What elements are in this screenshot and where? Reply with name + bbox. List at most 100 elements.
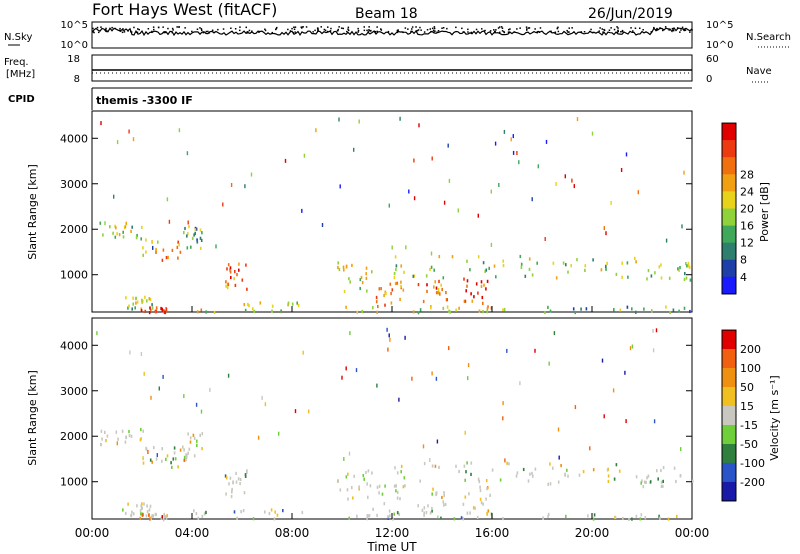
range-cell — [417, 311, 420, 315]
range-cell — [564, 174, 566, 179]
nsearch-dot — [620, 31, 622, 33]
range-cell — [566, 468, 568, 472]
range-cell — [115, 226, 117, 230]
range-cell — [143, 502, 145, 506]
nsearch-dot — [630, 27, 632, 29]
range-cell — [187, 451, 189, 455]
range-cell — [645, 480, 647, 484]
colorbar-segment — [722, 157, 736, 175]
range-cell — [576, 258, 578, 262]
nsearch-dot — [446, 27, 448, 30]
power-y-label: Slant Range [km] — [26, 164, 39, 260]
range-cell — [483, 283, 485, 287]
range-cell — [516, 471, 519, 475]
range-cell — [431, 156, 433, 161]
range-cell — [101, 437, 103, 441]
range-cell — [147, 450, 149, 454]
range-cell — [100, 429, 103, 433]
nsearch-dot — [312, 31, 314, 33]
nsearch-dot — [201, 29, 203, 31]
nsearch-dot — [680, 29, 682, 31]
nsearch-dot — [191, 30, 193, 33]
range-cell — [462, 502, 465, 506]
freq-unit: [MHz] — [6, 69, 35, 80]
range-cell — [233, 277, 235, 281]
nsearch-dot — [592, 31, 594, 34]
range-cell — [684, 272, 686, 276]
nsearch-dot — [106, 30, 108, 32]
range-cell — [437, 515, 439, 519]
range-cell — [433, 268, 435, 272]
range-cell — [140, 309, 143, 313]
colorbar-segment — [722, 174, 736, 192]
range-cell — [141, 502, 143, 506]
range-cell — [99, 221, 102, 225]
range-cell — [228, 482, 230, 486]
range-cell — [346, 488, 349, 492]
range-cell — [681, 224, 683, 229]
range-cell — [440, 516, 442, 520]
range-cell — [490, 242, 493, 247]
nsearch-dot — [176, 26, 178, 28]
range-cell — [466, 461, 468, 465]
range-cell — [642, 485, 645, 489]
range-cell — [226, 267, 228, 271]
range-cell — [413, 274, 416, 278]
nsearch-dot — [676, 27, 679, 29]
range-cell — [408, 189, 410, 194]
range-cell — [552, 261, 555, 265]
range-cell — [524, 274, 527, 278]
nsearch-dot — [92, 31, 94, 33]
colorbar-tick-label: 24 — [740, 185, 754, 198]
range-cell — [185, 455, 188, 460]
range-cell — [387, 515, 389, 519]
range-cell — [683, 277, 686, 281]
y-tick-label: 1000 — [60, 269, 88, 282]
range-cell — [482, 261, 485, 265]
y-tick-label: 3000 — [60, 385, 88, 398]
range-cell — [109, 225, 111, 229]
range-cell — [476, 515, 479, 519]
nsearch-dot — [137, 28, 139, 30]
nsearch-dot — [147, 28, 150, 30]
nave-tick-low: 0 — [706, 74, 712, 85]
nsearch-dot — [681, 26, 684, 29]
range-cell — [192, 433, 195, 437]
nsearch-dot — [289, 30, 292, 32]
range-cell — [435, 491, 437, 495]
nsearch-dot — [508, 28, 510, 31]
range-cell — [431, 464, 434, 468]
nsearch-dot — [526, 28, 528, 30]
range-cell — [376, 310, 378, 314]
range-cell — [387, 516, 389, 520]
range-cell — [466, 284, 468, 288]
range-cell — [164, 514, 166, 519]
range-cell — [240, 510, 242, 514]
range-cell — [353, 147, 355, 152]
nsearch-dot — [347, 29, 350, 32]
range-cell — [549, 462, 551, 466]
range-cell — [378, 484, 381, 488]
range-cell — [227, 373, 230, 378]
nsearch-dot — [158, 26, 160, 29]
nsearch-dot — [370, 29, 372, 32]
nsearch-dot — [493, 29, 495, 31]
range-cell — [345, 305, 347, 309]
range-cell — [547, 514, 549, 518]
range-cell — [600, 268, 603, 272]
range-cell — [296, 301, 298, 305]
colorbar-tick-label: 8 — [740, 254, 747, 267]
range-cell — [389, 337, 391, 342]
range-cell — [565, 263, 567, 267]
range-cell — [368, 514, 371, 518]
nsearch-dot — [603, 29, 606, 31]
nsearch-dot — [536, 31, 538, 34]
nsearch-dot — [211, 29, 214, 31]
range-cell — [419, 479, 421, 483]
range-cell — [580, 307, 582, 311]
range-cell — [226, 286, 229, 290]
range-cell — [628, 517, 630, 522]
range-cell — [185, 458, 187, 462]
range-cell — [144, 309, 147, 313]
range-cell — [660, 480, 663, 484]
